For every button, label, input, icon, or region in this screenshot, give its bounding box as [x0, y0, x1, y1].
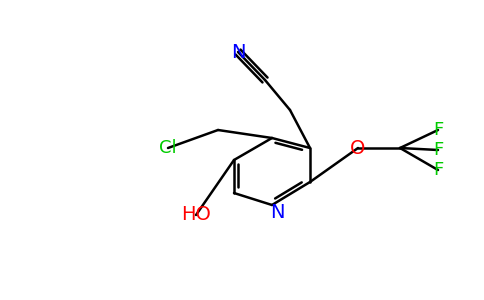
Text: N: N [231, 43, 245, 61]
Text: O: O [350, 139, 366, 158]
Text: Cl: Cl [159, 139, 177, 157]
Text: N: N [270, 202, 284, 221]
Text: F: F [433, 121, 443, 139]
Text: F: F [433, 141, 443, 159]
Text: HO: HO [181, 206, 211, 224]
Text: F: F [433, 161, 443, 179]
